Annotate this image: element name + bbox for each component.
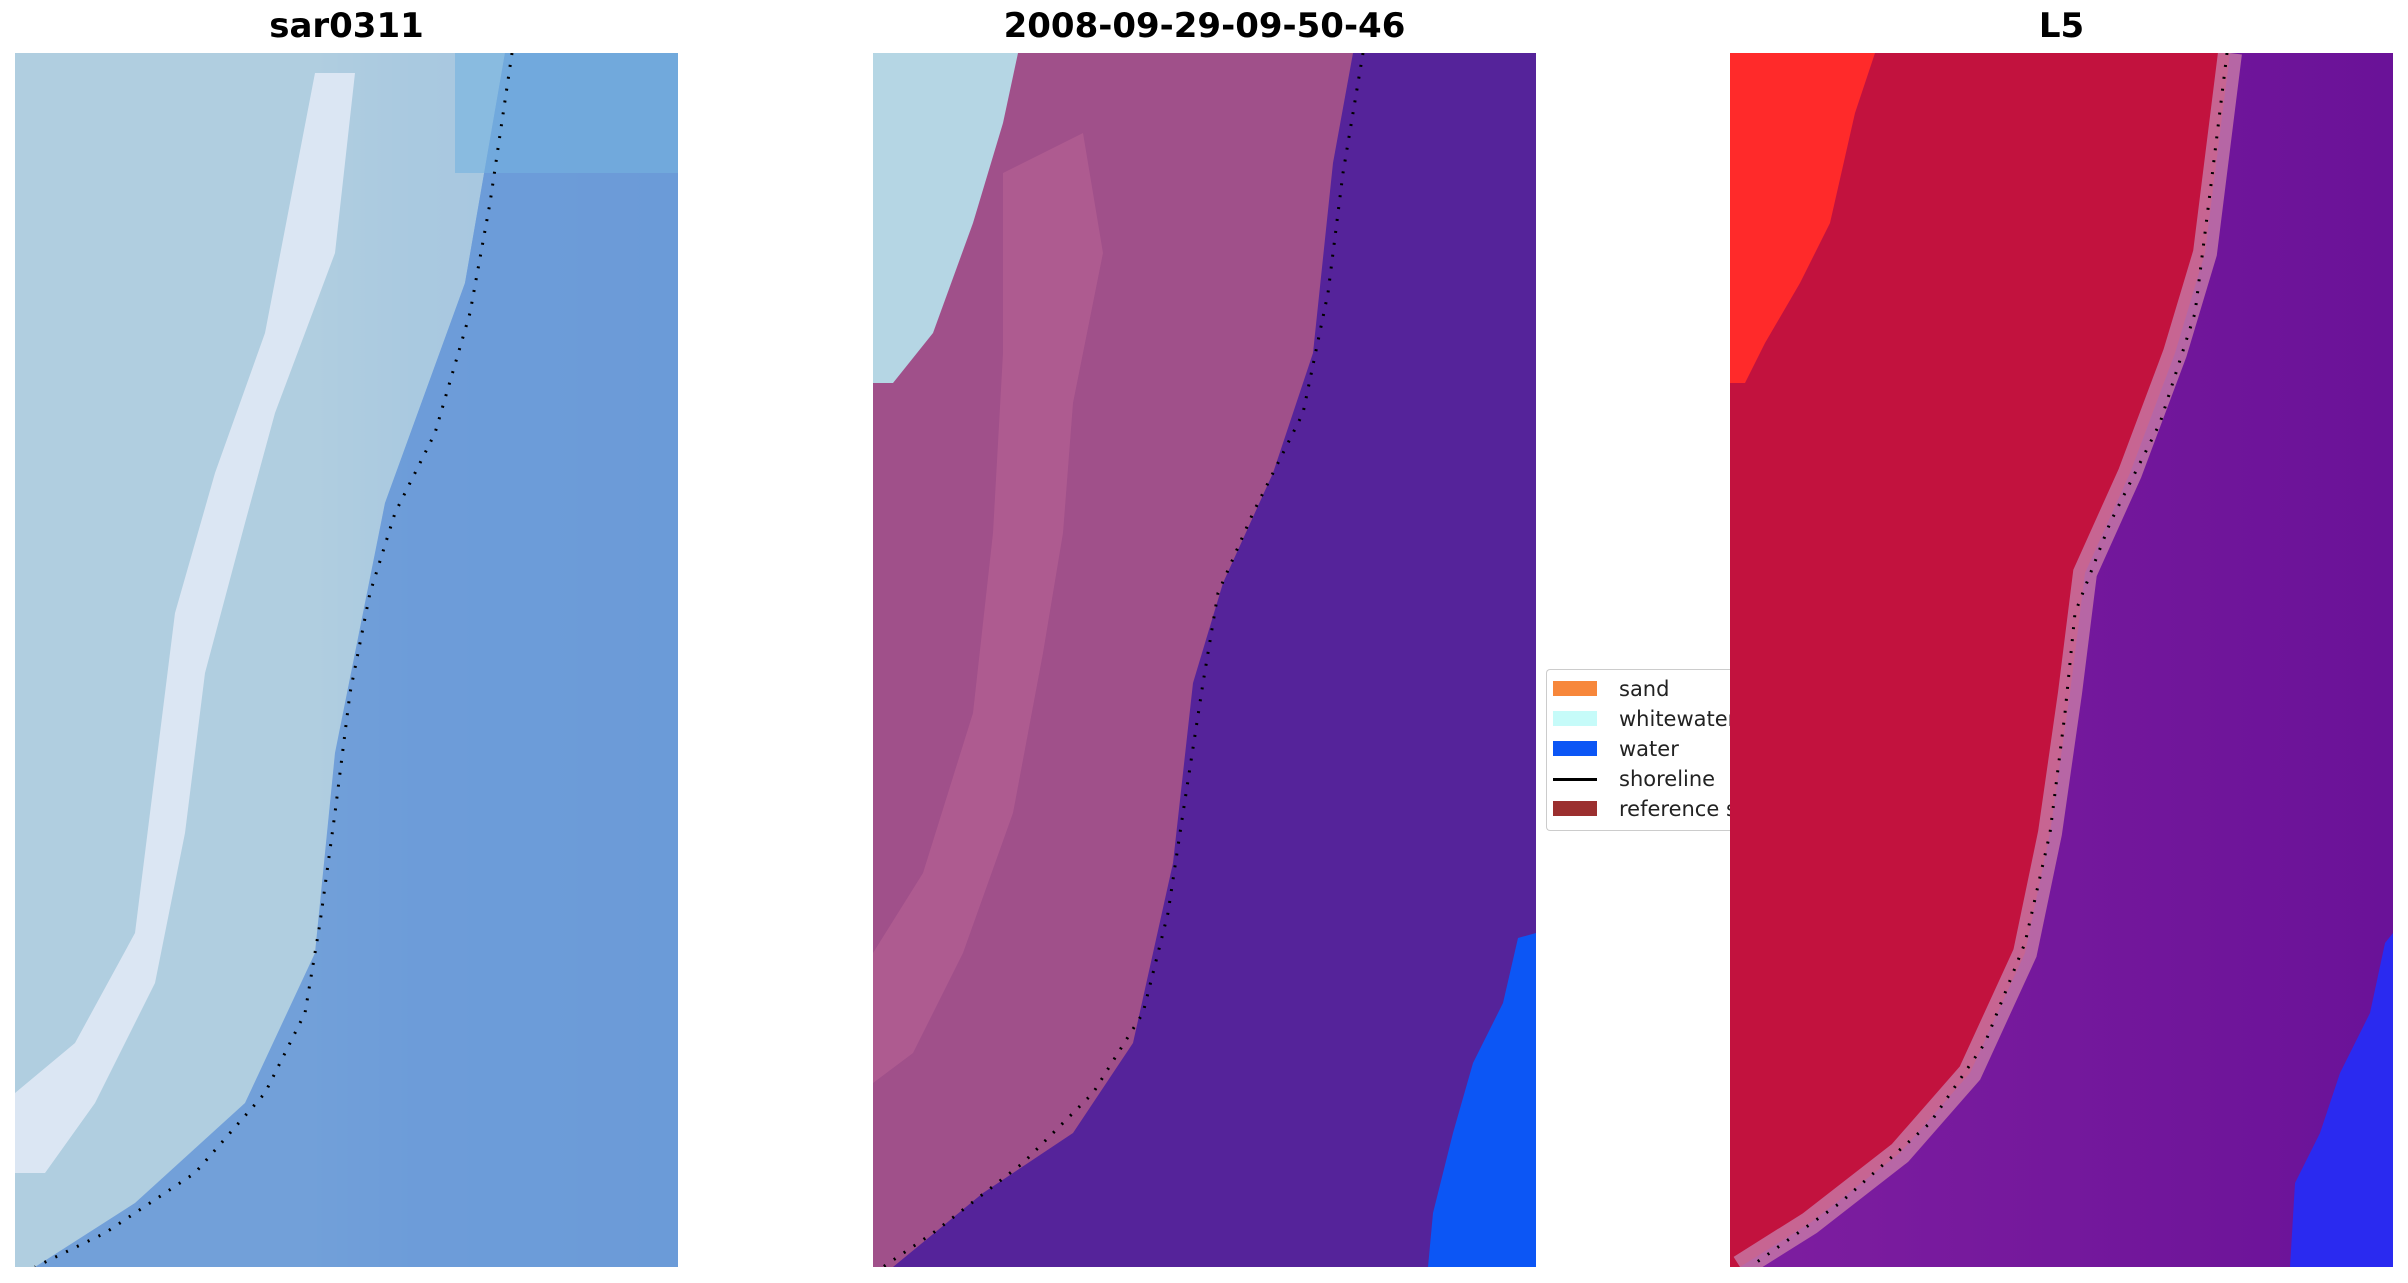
legend-swatch-water <box>1553 741 1597 756</box>
legend-swatch-whitewater <box>1553 711 1597 726</box>
panel-title-rgb: sar0311 <box>269 6 424 46</box>
index-shore-band <box>1733 53 2242 1267</box>
rgb-shoreline <box>34 53 514 1267</box>
index-blue-area <box>2290 933 2393 1267</box>
rgb-foam-band <box>15 73 355 1173</box>
legend-swatch-reference-buffer <box>1553 801 1597 816</box>
legend-label-whitewater: whitewater <box>1619 707 1731 731</box>
rgb-image-panel <box>15 53 678 1267</box>
legend-swatch-shoreline <box>1553 778 1597 781</box>
index-land-area <box>1730 53 2230 1267</box>
rgb-glare <box>455 53 678 173</box>
class-land-area <box>873 53 1353 1267</box>
legend-label-sand: sand <box>1619 677 1670 701</box>
class-land-highlight <box>873 133 1103 1083</box>
rgb-sea-zone <box>35 53 678 1267</box>
legend-label-reference-buffer: reference shoreline buffer <box>1619 797 1731 821</box>
class-water-area <box>1428 933 1536 1267</box>
panel-title-index: L5 <box>2038 6 2085 46</box>
legend: sand whitewater water shoreline referenc… <box>1546 669 1731 831</box>
class-shoreline <box>882 53 1365 1267</box>
legend-label-shoreline: shoreline <box>1619 767 1716 791</box>
legend-label-water: water <box>1619 737 1679 761</box>
classification-panel <box>873 53 1536 1267</box>
panel-title-classification: 2008-09-29-09-50-46 <box>1003 6 1406 46</box>
index-panel <box>1730 53 2393 1267</box>
index-red-zone <box>1730 53 1875 383</box>
legend-swatch-sand <box>1553 681 1597 696</box>
class-whitewater-area <box>873 53 1018 383</box>
